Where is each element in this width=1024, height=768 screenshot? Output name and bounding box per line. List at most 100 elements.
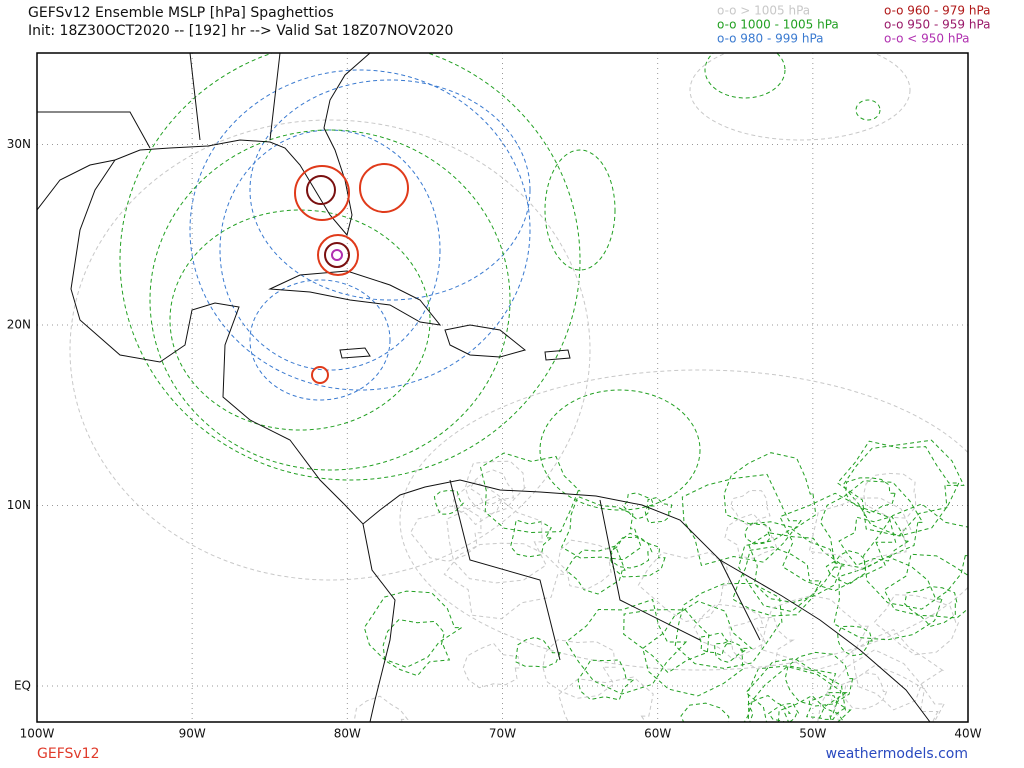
lon-label: 100W bbox=[20, 727, 55, 741]
lat-label: 30N bbox=[7, 137, 31, 151]
contour bbox=[443, 542, 567, 620]
contour bbox=[674, 582, 783, 669]
contour bbox=[452, 481, 507, 526]
contour bbox=[744, 522, 772, 545]
contour bbox=[698, 632, 732, 656]
legend: o-o > 1005 hPa o-o 960 - 979 hPa o-o 1000 … bbox=[717, 4, 991, 46]
coastline bbox=[268, 270, 442, 326]
contour bbox=[510, 519, 553, 558]
legend-entry: o-o 980 - 999 hPa bbox=[717, 32, 824, 46]
axis-labels: 30N 20N 10N EQ 100W 90W 80W 70W 60W 50W 40W bbox=[7, 137, 982, 741]
contour bbox=[149, 129, 511, 471]
contour bbox=[747, 665, 852, 722]
contour bbox=[409, 505, 482, 562]
grid bbox=[37, 53, 968, 722]
contour bbox=[863, 472, 917, 519]
contour bbox=[469, 469, 514, 505]
coastline bbox=[362, 523, 396, 722]
border bbox=[37, 53, 761, 661]
contour bbox=[539, 389, 701, 511]
coastline bbox=[37, 53, 371, 237]
contour bbox=[808, 497, 912, 573]
contour bbox=[446, 495, 547, 584]
contour bbox=[637, 551, 730, 623]
contour bbox=[610, 532, 653, 569]
contour bbox=[844, 672, 888, 710]
contour bbox=[855, 99, 881, 121]
lat-label: EQ bbox=[14, 679, 31, 693]
legend-entry: o-o 960 - 979 hPa bbox=[884, 4, 991, 18]
contour bbox=[723, 452, 817, 529]
map bbox=[37, 53, 968, 722]
contour bbox=[837, 625, 873, 657]
contour bbox=[836, 440, 960, 537]
contour bbox=[784, 651, 854, 707]
contour bbox=[622, 492, 655, 520]
lon-label: 80W bbox=[334, 727, 361, 741]
contour bbox=[838, 515, 911, 566]
contour bbox=[565, 598, 688, 695]
lat-label: 20N bbox=[7, 318, 31, 332]
contour bbox=[852, 628, 945, 711]
contour bbox=[464, 460, 527, 515]
legend-entry: o-o < 950 hPa bbox=[884, 32, 970, 46]
contour bbox=[480, 452, 581, 534]
contour bbox=[704, 53, 786, 99]
lon-label: 60W bbox=[644, 727, 671, 741]
model-label: GEFSv12 bbox=[37, 746, 100, 762]
contour bbox=[558, 676, 654, 722]
contour bbox=[363, 590, 464, 668]
coastline bbox=[70, 159, 931, 722]
contour bbox=[845, 477, 896, 514]
contour bbox=[681, 473, 802, 567]
contour bbox=[730, 489, 771, 527]
contour-ring bbox=[359, 163, 409, 213]
contour bbox=[560, 495, 642, 561]
map-bg bbox=[37, 53, 968, 722]
contour bbox=[542, 639, 616, 699]
legend-entry: o-o 950 - 959 hPa bbox=[884, 18, 991, 32]
contour bbox=[738, 528, 839, 613]
lon-label: 40W bbox=[954, 727, 981, 741]
contour bbox=[169, 209, 431, 431]
contour bbox=[732, 546, 822, 617]
contour bbox=[557, 539, 612, 590]
contour bbox=[544, 149, 616, 271]
contour bbox=[842, 439, 965, 537]
contour-ring bbox=[306, 175, 336, 205]
contour bbox=[189, 69, 531, 391]
lon-label: 70W bbox=[489, 727, 516, 741]
contour bbox=[689, 53, 911, 141]
contour bbox=[714, 640, 748, 663]
contour bbox=[748, 532, 845, 604]
contour bbox=[609, 536, 666, 578]
site-label: weathermodels.com bbox=[826, 746, 968, 762]
subtitle: Init: 18Z30OCT2020 -- [192] hr --> Valid… bbox=[28, 23, 453, 39]
contour-ring bbox=[317, 234, 359, 276]
contour bbox=[249, 279, 391, 401]
contour bbox=[827, 664, 939, 722]
contour bbox=[745, 657, 848, 722]
contour bbox=[873, 594, 960, 656]
contour bbox=[514, 636, 561, 668]
contour bbox=[904, 585, 958, 627]
coastline bbox=[444, 324, 527, 358]
contour bbox=[693, 603, 766, 660]
contour bbox=[747, 695, 791, 722]
contour bbox=[817, 649, 945, 722]
contour-ring bbox=[311, 366, 329, 384]
lon-label: 90W bbox=[179, 727, 206, 741]
contour bbox=[743, 666, 842, 722]
lon-label: 50W bbox=[799, 727, 826, 741]
contour-ring bbox=[294, 165, 350, 221]
contour bbox=[833, 556, 943, 641]
contour bbox=[119, 53, 581, 481]
contour bbox=[623, 609, 710, 674]
spaghetti bbox=[353, 439, 968, 722]
contour bbox=[777, 694, 845, 722]
legend-entry: o-o > 1005 hPa bbox=[717, 4, 810, 18]
title: GEFSv12 Ensemble MSLP [hPa] Spaghettios bbox=[28, 5, 334, 21]
contour bbox=[728, 616, 795, 670]
coastline bbox=[544, 349, 571, 361]
